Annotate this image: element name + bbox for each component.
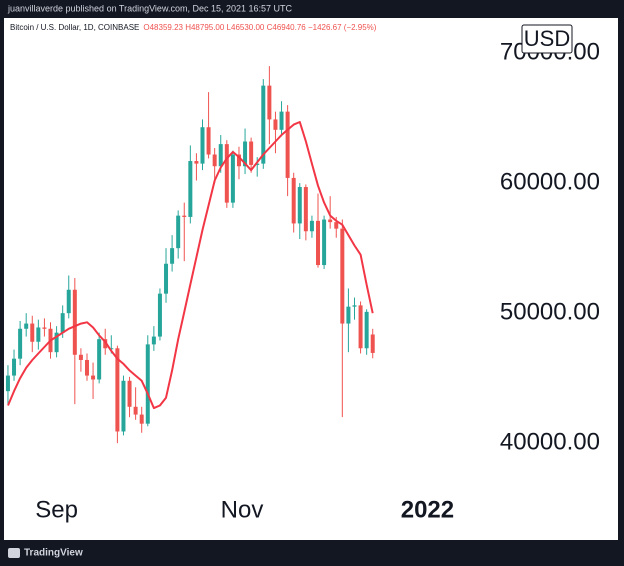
candle-body (364, 311, 369, 349)
candle-body (255, 163, 260, 165)
y-tick-label: 50000.00 (500, 299, 600, 326)
candle-body (285, 111, 290, 178)
candle-body (78, 354, 83, 360)
candle-body (358, 305, 363, 349)
publish-info: juanvillaverde published on TradingView.… (7, 3, 293, 13)
candle-body (109, 348, 114, 350)
candle-body (157, 293, 162, 337)
candle-body (346, 306, 351, 324)
x-tick-label: 2022 (401, 496, 454, 523)
candle-body (12, 358, 17, 376)
x-tick-label: Sep (35, 496, 78, 523)
candle-body (145, 344, 150, 424)
candle-body (139, 414, 144, 424)
candle-body (5, 375, 10, 392)
plot: 40000.0050000.0060000.0070000.00SepNov20… (5, 24, 600, 523)
candle-body (170, 248, 175, 264)
currency-label: USD (524, 26, 570, 51)
candle-body (176, 215, 181, 249)
candle-body (212, 154, 217, 167)
candle-body (303, 187, 308, 232)
candle-body (151, 336, 156, 345)
y-tick-label: 60000.00 (500, 168, 600, 195)
candle-body (230, 154, 235, 203)
candle-body (97, 339, 102, 380)
currency-box (521, 24, 573, 54)
candle-body (42, 327, 47, 329)
moving-average (7, 121, 374, 410)
candle-body (188, 161, 193, 217)
candle-body (182, 215, 187, 217)
candle-body (279, 111, 284, 130)
candle-body (91, 375, 96, 380)
symbol-legend: Bitcoin / U.S. Dollar, 1D, COINBASE O4835… (10, 23, 377, 32)
candle-body (309, 220, 314, 232)
candle-body (224, 144, 229, 203)
candle-body (24, 323, 29, 329)
candle-body (243, 141, 248, 167)
candle-body (66, 289, 71, 314)
candle-body (103, 339, 108, 349)
candle-body (133, 406, 138, 415)
candle-body (60, 313, 65, 333)
logo (8, 548, 20, 558)
candle-body (316, 220, 321, 266)
candle-body (194, 161, 199, 164)
footer-brand: TradingView (24, 548, 83, 559)
candle-body (218, 144, 223, 167)
candle-body (115, 348, 120, 432)
candle-body (72, 289, 77, 355)
candle-body (18, 328, 23, 359)
candle-body (200, 127, 205, 164)
candle-body (340, 228, 345, 324)
candle-body (127, 380, 132, 407)
candle-body (297, 187, 302, 224)
chart-area (4, 18, 618, 540)
candle-body (267, 85, 272, 120)
candle-body (352, 305, 357, 307)
symbol: Bitcoin / U.S. Dollar, 1D, COINBASE (10, 23, 139, 32)
candle-body (261, 85, 266, 164)
candle-body (322, 219, 327, 266)
candle-body (121, 380, 126, 432)
candle-body (84, 359, 89, 376)
candle-body (206, 127, 211, 155)
candle-body (328, 219, 333, 223)
candle-body (249, 141, 254, 165)
candle-body (291, 177, 296, 224)
footer: TradingView (8, 548, 83, 559)
candle-body (36, 327, 41, 342)
candle-body (334, 222, 339, 229)
candle-body (370, 334, 375, 353)
candle-body (273, 119, 278, 130)
candle-body (236, 154, 241, 167)
y-tick-label: 40000.00 (500, 429, 600, 456)
ohlc: O48359.23 H48795.00 L46530.00 C46940.76 … (143, 23, 376, 32)
candle-body (30, 323, 35, 342)
candle-body (54, 332, 59, 353)
x-tick-label: Nov (221, 496, 264, 523)
candle-body (164, 263, 169, 294)
